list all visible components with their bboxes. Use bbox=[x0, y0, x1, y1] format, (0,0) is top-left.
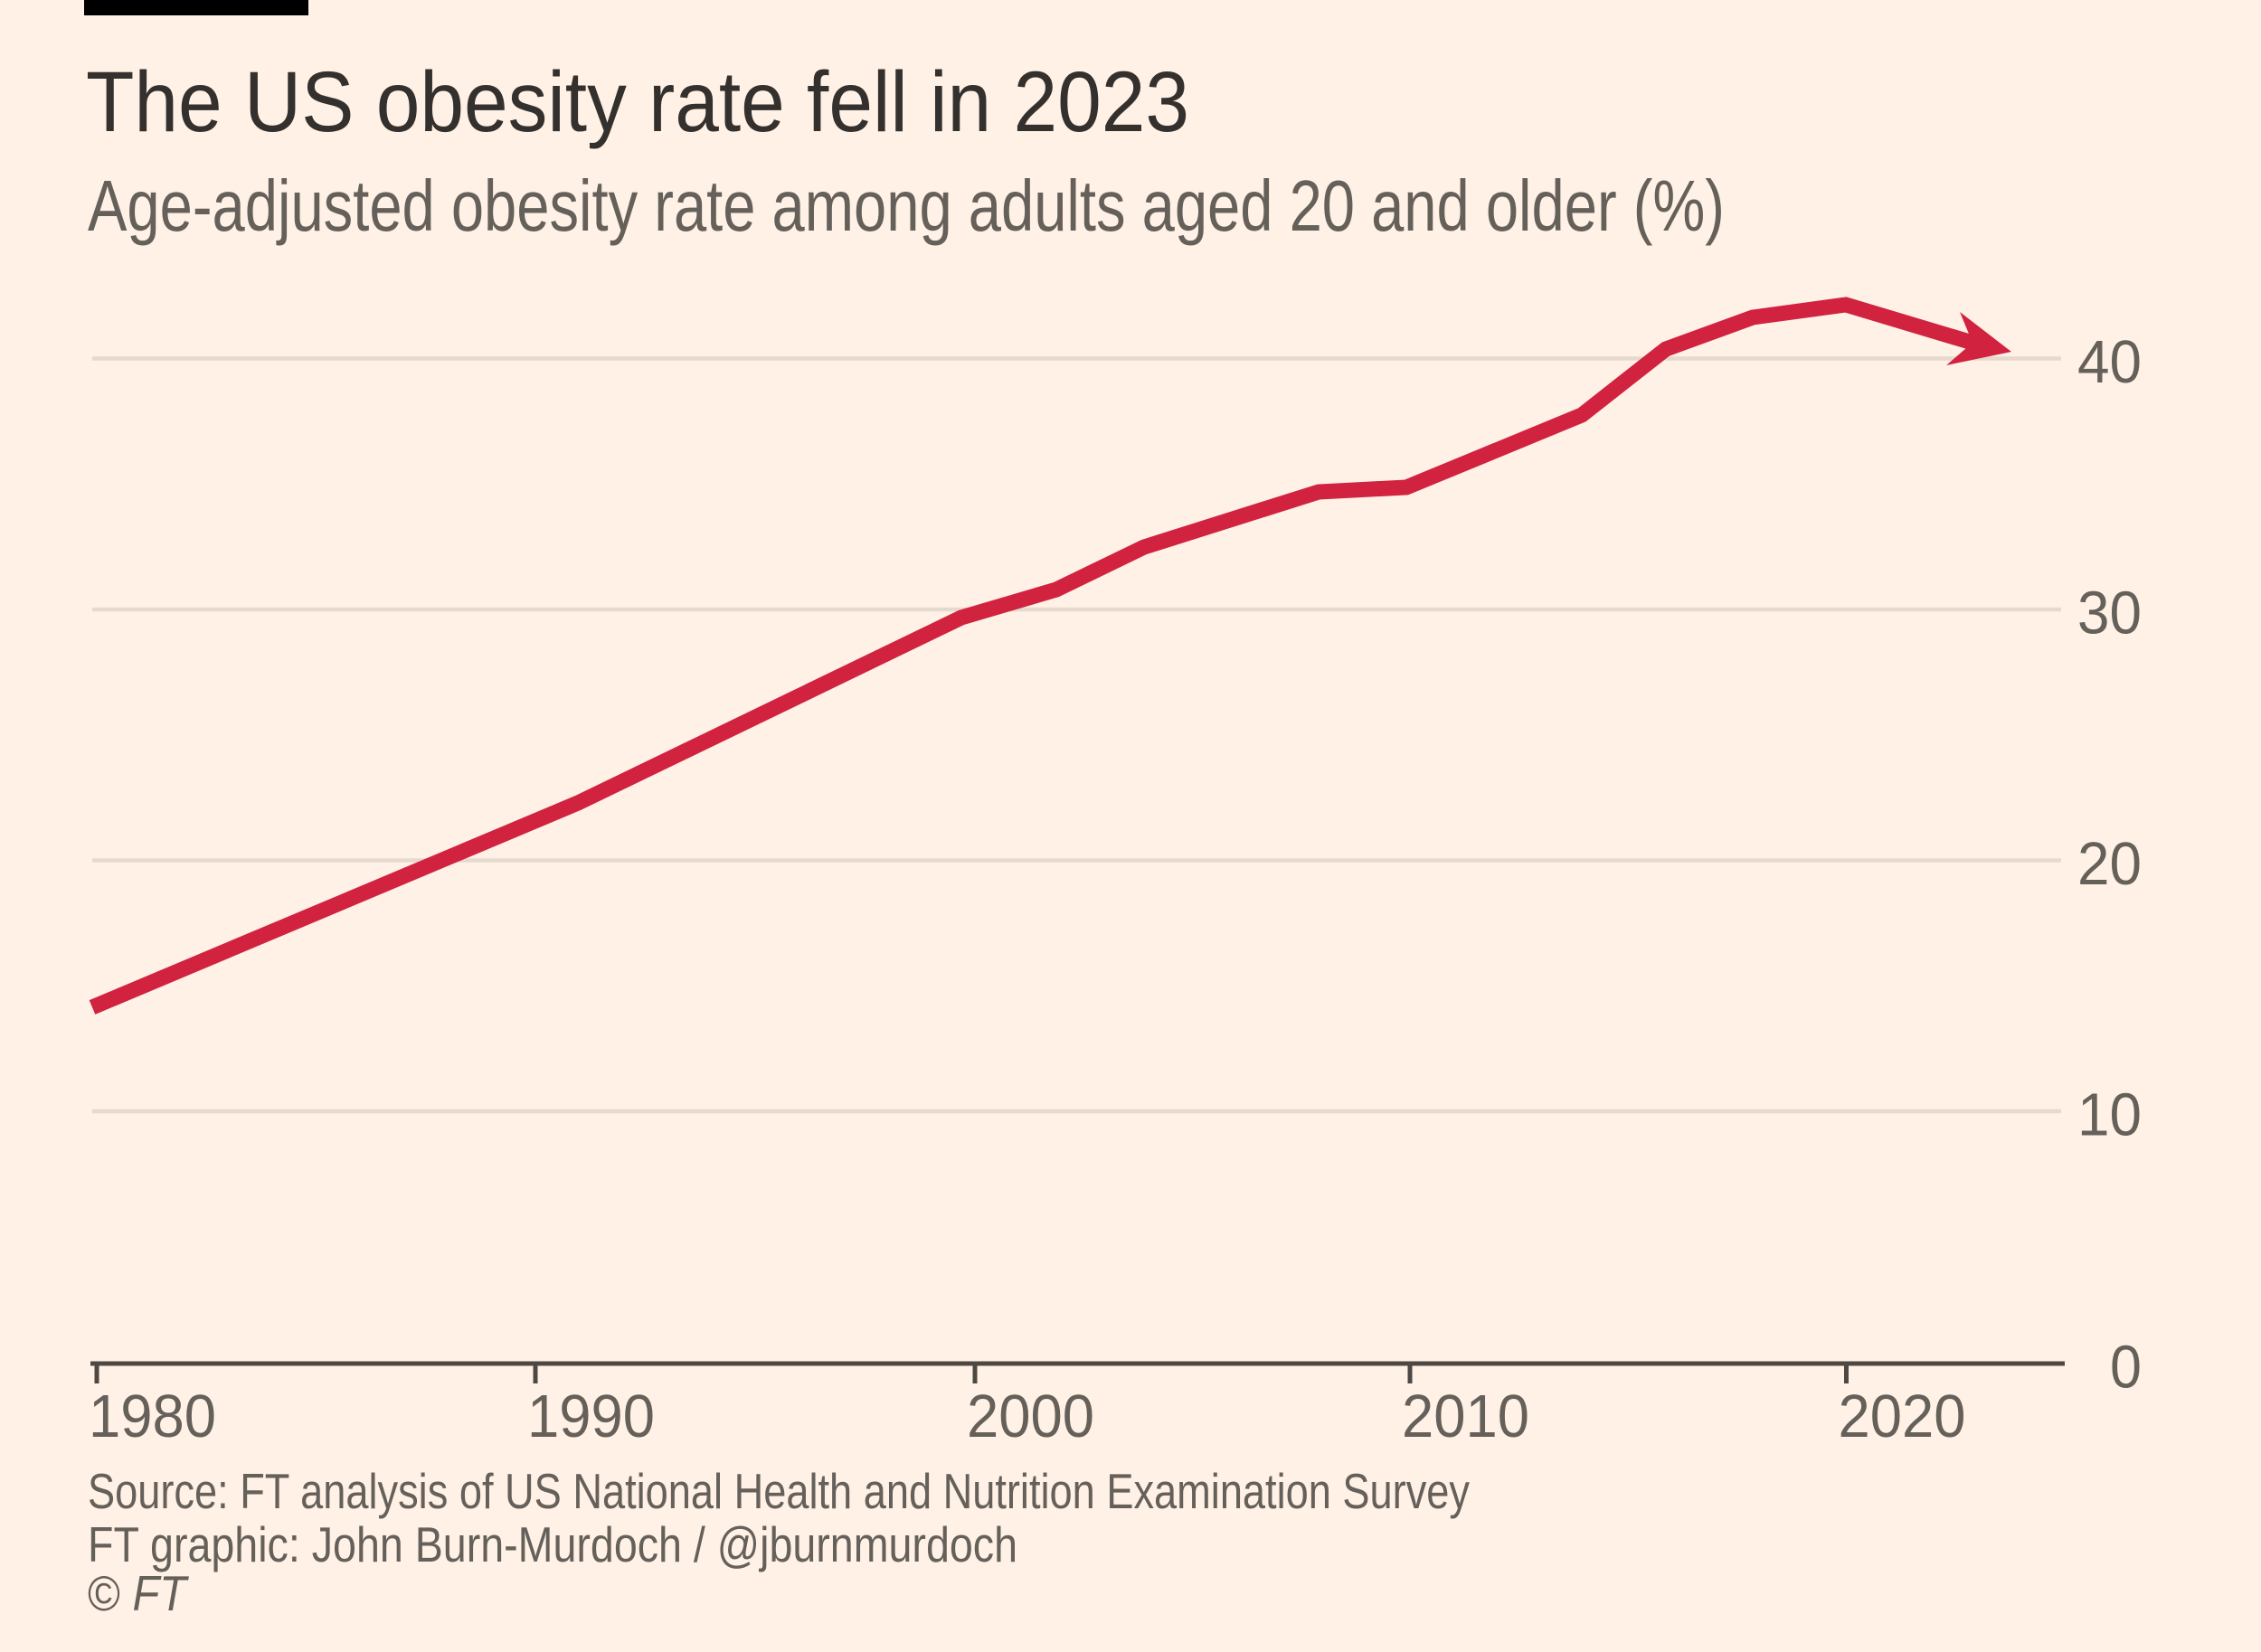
svg-text:FT graphic: John Burn-Murdoch: FT graphic: John Burn-Murdoch / @jburnmu… bbox=[88, 1516, 1017, 1572]
svg-text:2020: 2020 bbox=[1839, 1383, 1966, 1450]
svg-text:© FT: © FT bbox=[88, 1565, 189, 1621]
svg-text:40: 40 bbox=[2077, 328, 2142, 396]
svg-text:1980: 1980 bbox=[89, 1383, 216, 1450]
svg-text:The US obesity rate fell in 20: The US obesity rate fell in 2023 bbox=[86, 54, 1189, 150]
svg-text:Age-adjusted obesity rate amon: Age-adjusted obesity rate among adults a… bbox=[88, 165, 1725, 246]
svg-text:1990: 1990 bbox=[527, 1383, 655, 1450]
svg-text:30: 30 bbox=[2077, 580, 2142, 647]
svg-text:Source: FT analysis of US Nati: Source: FT analysis of US National Healt… bbox=[88, 1463, 1470, 1519]
svg-text:2010: 2010 bbox=[1402, 1383, 1529, 1450]
svg-text:20: 20 bbox=[2077, 830, 2142, 898]
svg-text:2000: 2000 bbox=[967, 1383, 1094, 1450]
svg-text:10: 10 bbox=[2077, 1081, 2142, 1149]
svg-text:0: 0 bbox=[2110, 1334, 2142, 1402]
